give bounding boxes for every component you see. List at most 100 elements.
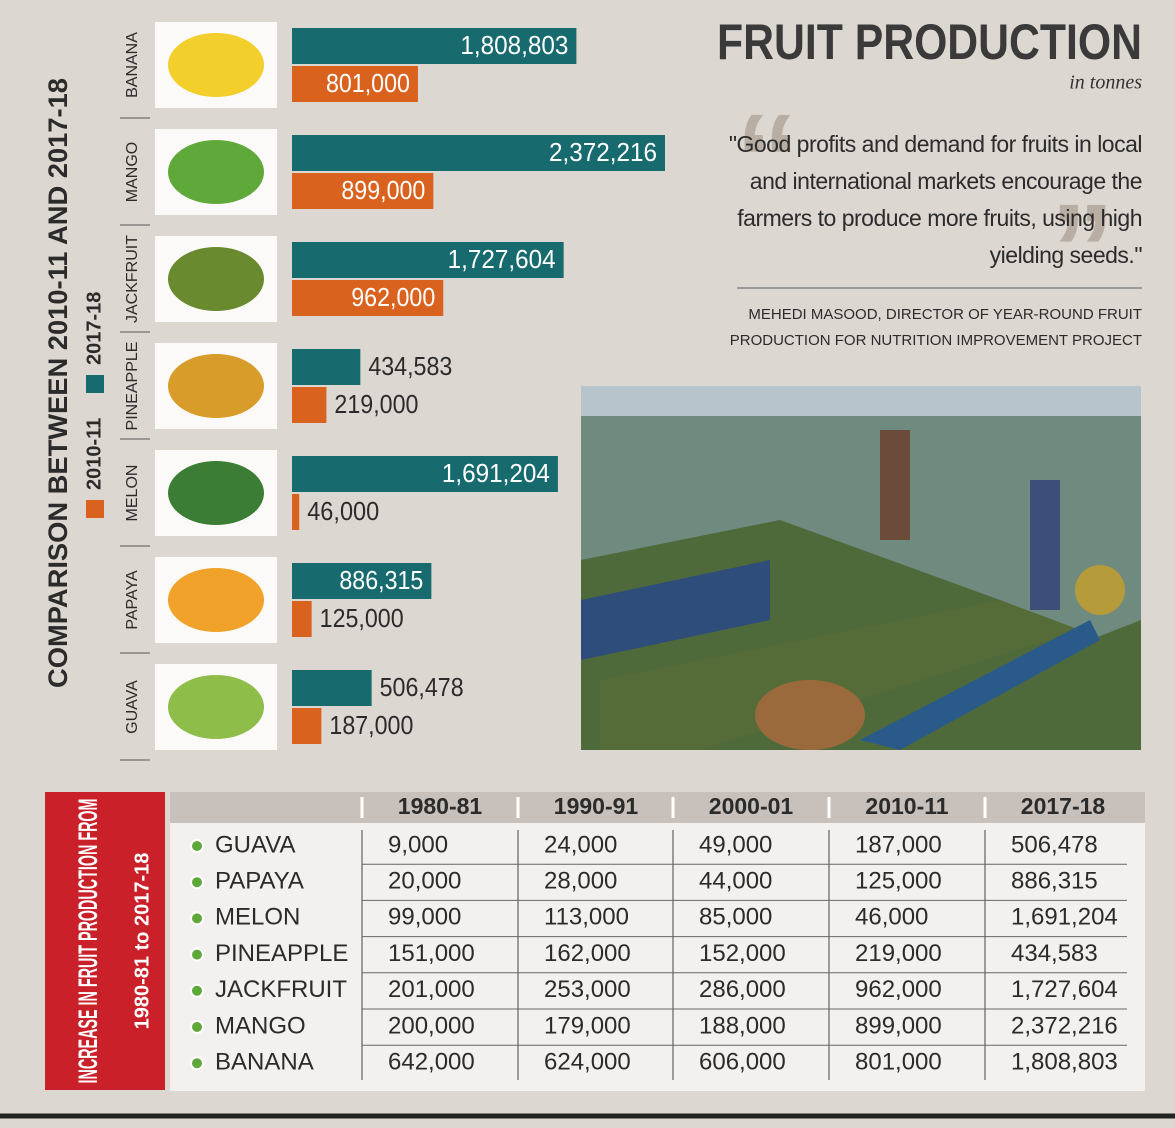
attribution: MEHEDI MASOOD, DIRECTOR OF YEAR-ROUND FR… bbox=[729, 306, 1142, 349]
value-label: 219,000 bbox=[334, 389, 418, 419]
category-label: PINEAPPLE bbox=[124, 342, 141, 431]
title: FRUIT PRODUCTION bbox=[717, 14, 1142, 70]
fruit-shape bbox=[168, 568, 264, 632]
table-cell: 253,000 bbox=[544, 976, 631, 1003]
bar bbox=[292, 242, 564, 278]
legend-label: 2010-11 bbox=[83, 418, 105, 490]
bar bbox=[292, 601, 312, 637]
table-cell: 1,727,604 bbox=[1011, 976, 1118, 1003]
value-label: 1,727,604 bbox=[448, 244, 556, 274]
bullet bbox=[190, 947, 204, 962]
value-label: 1,808,803 bbox=[460, 30, 568, 60]
legend-label: 2017-18 bbox=[83, 292, 105, 365]
row-label: GUAVA bbox=[215, 831, 295, 858]
table-cell: 46,000 bbox=[855, 904, 928, 931]
bar bbox=[292, 563, 432, 599]
column-header: 2010-11 bbox=[865, 793, 948, 819]
bar bbox=[292, 456, 558, 492]
fruit-shape bbox=[168, 461, 264, 525]
value-label: 187,000 bbox=[329, 710, 413, 740]
table-cell: 99,000 bbox=[388, 904, 461, 931]
table-cell: 9,000 bbox=[388, 831, 448, 858]
table-cell: 642,000 bbox=[388, 1049, 475, 1076]
table-cell: 28,000 bbox=[544, 868, 617, 895]
bar bbox=[292, 280, 444, 316]
row-label: BANANA bbox=[215, 1049, 314, 1076]
bar bbox=[292, 349, 361, 385]
table-cell: 85,000 bbox=[699, 904, 772, 931]
row-label: MANGO bbox=[215, 1012, 306, 1039]
table-cell: 2,372,216 bbox=[1011, 1012, 1118, 1039]
value-label: 125,000 bbox=[320, 603, 404, 633]
quote-mark: “ bbox=[735, 86, 800, 232]
table-subtitle: 1980-81 to 2017-18 bbox=[131, 853, 153, 1030]
table-cell: 113,000 bbox=[544, 904, 629, 931]
fruit-shape bbox=[168, 354, 264, 418]
table-header-bg bbox=[170, 792, 1145, 823]
value-label: 962,000 bbox=[351, 282, 435, 312]
bullet bbox=[190, 839, 204, 853]
bullet bbox=[190, 1020, 204, 1034]
table-cell: 20,000 bbox=[388, 868, 461, 895]
value-label: 506,478 bbox=[380, 672, 464, 702]
quote-mark: ” bbox=[1050, 176, 1115, 322]
table-cell: 506,478 bbox=[1011, 831, 1098, 858]
fruit-shape bbox=[168, 33, 264, 97]
table-cell: 162,000 bbox=[544, 940, 631, 967]
bar bbox=[292, 66, 418, 102]
bar bbox=[292, 670, 372, 706]
category-label: PAPAYA bbox=[124, 570, 141, 630]
table-cell: 606,000 bbox=[699, 1049, 786, 1076]
table-cell: 179,000 bbox=[544, 1012, 631, 1039]
table-body-bg bbox=[170, 823, 1145, 1091]
row-label: PAPAYA bbox=[215, 868, 304, 895]
category-label: JACKFRUIT bbox=[124, 235, 141, 323]
bar bbox=[292, 494, 300, 530]
column-header: 1990-91 bbox=[554, 793, 639, 819]
bar bbox=[292, 708, 322, 744]
value-label: 899,000 bbox=[341, 175, 425, 205]
category-label: BANANA bbox=[124, 32, 141, 98]
table-cell: 1,808,803 bbox=[1011, 1049, 1118, 1076]
table-cell: 434,583 bbox=[1011, 940, 1098, 967]
table-cell: 201,000 bbox=[388, 976, 475, 1003]
category-label: MANGO bbox=[124, 142, 141, 202]
fruit-shape bbox=[168, 247, 264, 311]
legend-swatch bbox=[86, 500, 104, 518]
value-label: 46,000 bbox=[307, 496, 379, 526]
subtitle: in tonnes bbox=[1069, 72, 1142, 94]
legend-swatch bbox=[86, 375, 104, 393]
table-cell: 886,315 bbox=[1011, 868, 1098, 895]
row-label: MELON bbox=[215, 904, 300, 931]
table-cell: 624,000 bbox=[544, 1049, 631, 1076]
table-cell: 219,000 bbox=[855, 940, 942, 967]
table-cell: 188,000 bbox=[699, 1012, 786, 1039]
table-cell: 24,000 bbox=[544, 831, 617, 858]
value-label: 801,000 bbox=[326, 68, 410, 98]
chart-title: COMPARISON BETWEEN 2010-11 AND 2017-18 bbox=[43, 78, 73, 688]
row-label: JACKFRUIT bbox=[215, 976, 347, 1003]
column-header: 2017-18 bbox=[1021, 793, 1106, 819]
table-cell: 286,000 bbox=[699, 976, 786, 1003]
fruit-shape bbox=[168, 140, 264, 204]
fruit-shape bbox=[168, 675, 264, 739]
table-cell: 200,000 bbox=[388, 1012, 475, 1039]
table-cell: 49,000 bbox=[699, 831, 772, 858]
bullet bbox=[190, 983, 204, 998]
table-cell: 152,000 bbox=[699, 940, 786, 967]
table-cell: 125,000 bbox=[855, 868, 942, 895]
value-label: 434,583 bbox=[368, 351, 452, 381]
category-label: MELON bbox=[124, 465, 141, 522]
table-cell: 44,000 bbox=[699, 868, 772, 895]
photo bbox=[581, 386, 1141, 750]
category-label: GUAVA bbox=[124, 680, 141, 734]
row-label: PINEAPPLE bbox=[215, 940, 348, 967]
table-cell: 187,000 bbox=[855, 831, 942, 858]
value-label: 2,372,216 bbox=[549, 137, 657, 167]
table-cell: 1,691,204 bbox=[1011, 904, 1118, 931]
table-title-box bbox=[45, 792, 165, 1090]
table-title: INCREASE IN FRUIT PRODUCTION FROM bbox=[73, 799, 103, 1084]
table-cell: 962,000 bbox=[855, 976, 942, 1003]
bar bbox=[292, 173, 434, 209]
